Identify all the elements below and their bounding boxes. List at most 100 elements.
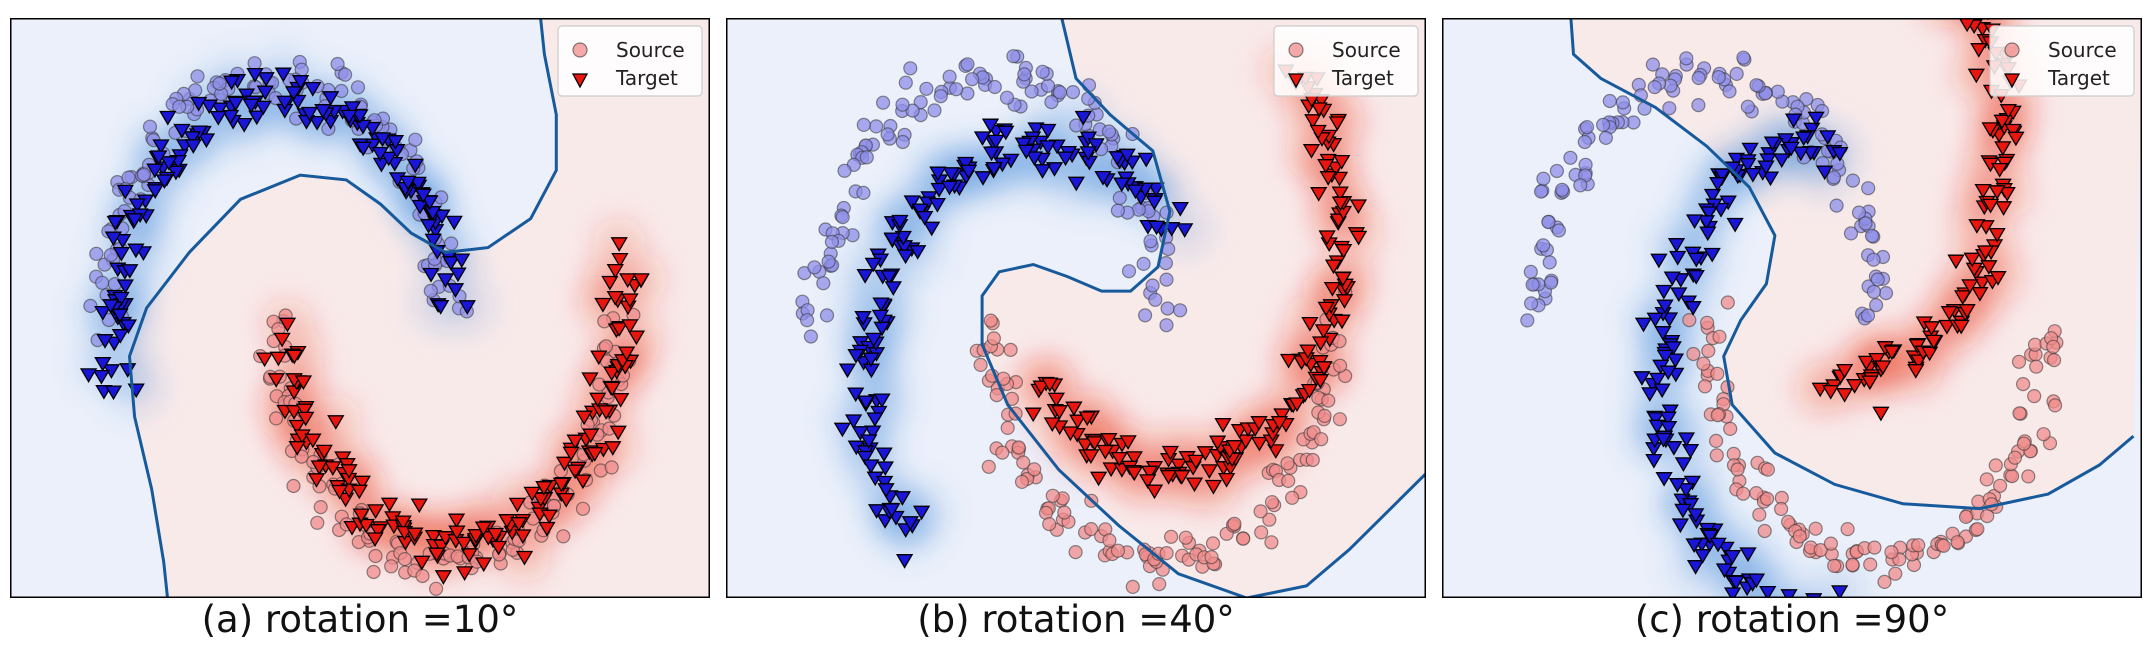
- target-point-class1: [1069, 414, 1087, 430]
- target-point-class0: [864, 425, 882, 441]
- source-point-class1: [1710, 408, 1725, 423]
- source-point-class0: [1826, 170, 1841, 185]
- target-point-class0: [291, 75, 310, 90]
- target-point-class0: [424, 233, 442, 249]
- target-point-class0: [152, 139, 170, 154]
- target-point-class0: [419, 219, 438, 234]
- target-point-class0: [1656, 349, 1674, 365]
- source-point-class0: [880, 127, 895, 142]
- target-point-class1: [603, 381, 621, 397]
- target-point-class1: [1311, 336, 1330, 352]
- target-point-class0: [146, 184, 164, 199]
- source-point-class1: [1317, 408, 1332, 423]
- source-point-class1: [1760, 491, 1775, 506]
- source-point-class1: [2046, 353, 2062, 368]
- target-point-class0: [1079, 146, 1097, 161]
- target-point-class1: [413, 555, 431, 571]
- target-point-class0: [1656, 299, 1674, 315]
- target-point-class0: [248, 110, 266, 126]
- source-point-class0: [1770, 84, 1785, 99]
- target-point-class0: [883, 232, 901, 248]
- target-point-class1: [1270, 416, 1289, 431]
- target-point-class1: [394, 515, 412, 531]
- target-point-class1: [612, 392, 630, 408]
- target-point-class0: [308, 115, 326, 131]
- target-point-class1: [1208, 435, 1227, 451]
- decision-boundary: [980, 18, 1426, 598]
- axes-frame: [1442, 18, 2142, 598]
- target-point-class0: [373, 132, 392, 148]
- source-point-class1: [1204, 549, 1219, 565]
- target-point-class0: [96, 334, 114, 349]
- target-point-class0: [1717, 541, 1735, 557]
- target-point-class1: [255, 352, 274, 368]
- target-point-class1: [609, 425, 627, 441]
- target-point-class0: [860, 434, 878, 449]
- target-point-class0: [871, 309, 890, 325]
- target-point-class1: [448, 525, 466, 541]
- target-point-class1: [1267, 444, 1285, 459]
- target-point-class1: [1994, 201, 2013, 216]
- source-point-class0: [949, 82, 964, 97]
- target-point-class0: [1650, 253, 1668, 269]
- target-point-class1: [1024, 407, 1042, 423]
- target-point-class0: [873, 393, 891, 409]
- source-point-class1: [1701, 343, 1716, 358]
- target-point-class1: [1200, 464, 1219, 479]
- source-point-class1: [384, 559, 399, 574]
- target-point-class1: [514, 529, 532, 545]
- source-point-class0: [1579, 119, 1595, 135]
- target-point-class0: [1668, 478, 1687, 493]
- source-point-class0: [1679, 51, 1694, 66]
- target-point-class0: [973, 131, 992, 146]
- target-point-class1: [1998, 186, 2016, 202]
- source-point-class0: [1024, 84, 1039, 99]
- target-point-class0: [1685, 214, 1704, 229]
- target-point-class0: [1671, 518, 1690, 534]
- target-point-class1: [508, 497, 527, 513]
- source-point-class1: [1332, 412, 1348, 427]
- target-point-class0: [1634, 317, 1653, 333]
- source-point-class1: [1284, 490, 1300, 505]
- source-point-class0: [1069, 118, 1084, 133]
- legend-target-label: Target: [615, 66, 678, 90]
- target-point-class0: [354, 119, 372, 135]
- source-point-class1: [597, 314, 612, 329]
- legend-target-label: Target: [1331, 66, 1394, 90]
- target-point-class0: [1677, 432, 1696, 448]
- target-point-class0: [1681, 443, 1700, 459]
- target-point-class0: [1659, 365, 1677, 381]
- legend-source-label: Source: [616, 38, 685, 62]
- target-point-class1: [1999, 104, 2017, 119]
- source-point-class1: [1305, 452, 1320, 468]
- target-point-class1: [1140, 465, 1159, 481]
- target-point-class0: [422, 267, 440, 283]
- source-point-class1: [1840, 522, 1855, 537]
- target-point-class1: [353, 475, 371, 491]
- target-point-class0: [246, 67, 264, 83]
- target-point-class0: [1663, 271, 1681, 287]
- chart-panel-a: Source Target: [10, 18, 710, 598]
- target-point-class0: [856, 450, 874, 466]
- target-point-class1: [1324, 259, 1343, 275]
- target-point-class1: [586, 447, 604, 462]
- target-point-class0: [112, 246, 131, 262]
- source-point-class0: [1145, 278, 1160, 293]
- source-point-class1: [2027, 389, 2042, 404]
- target-point-class0: [1074, 110, 1092, 126]
- target-point-class0: [847, 387, 865, 403]
- target-point-class0: [242, 98, 260, 114]
- source-point-class0: [1101, 124, 1117, 139]
- source-point-class1: [2046, 339, 2061, 354]
- target-point-class0: [111, 329, 130, 344]
- source-point-class0: [212, 76, 227, 91]
- source-point-class0: [807, 260, 822, 275]
- source-point-class0: [1858, 216, 1873, 231]
- target-point-class1: [369, 524, 387, 539]
- source-point-class0: [1869, 298, 1884, 313]
- target-point-class0: [997, 125, 1015, 141]
- target-point-class1: [538, 521, 556, 537]
- target-point-class1: [1089, 471, 1108, 487]
- source-point-class0: [1749, 78, 1764, 93]
- target-point-class1: [366, 532, 384, 547]
